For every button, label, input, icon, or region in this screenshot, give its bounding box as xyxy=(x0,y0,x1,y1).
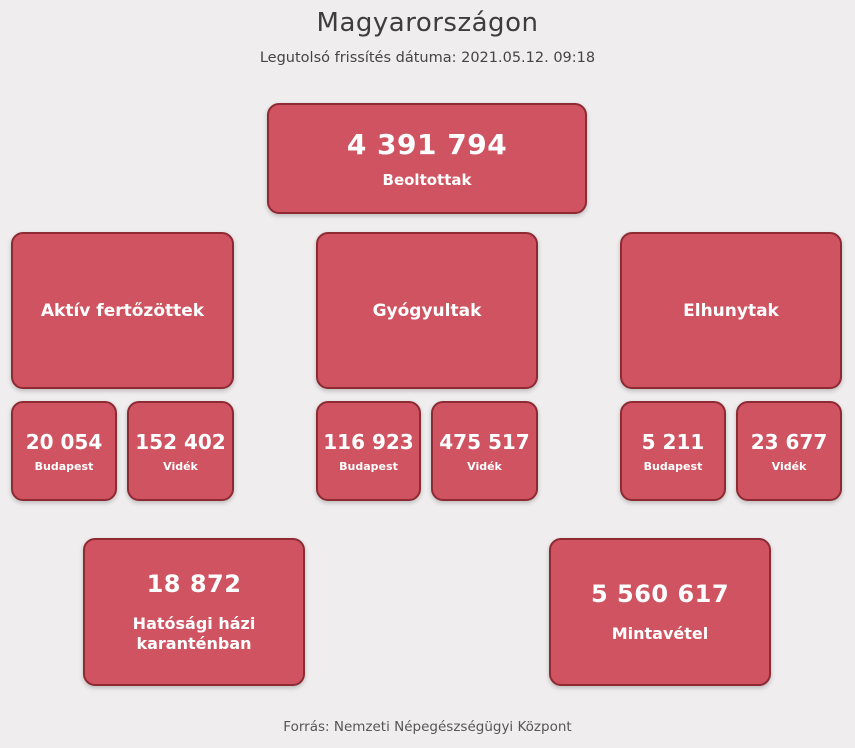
active-infections-card: Aktív fertőzöttek xyxy=(11,232,234,389)
deceased-budapest-value: 5 211 xyxy=(641,429,705,454)
samples-label: Mintavétel xyxy=(611,624,709,643)
vaccinated-card: 4 391 794 Beoltottak xyxy=(267,103,587,214)
samples-value: 5 560 617 xyxy=(590,580,730,608)
samples-card: 5 560 617 Mintavétel xyxy=(549,538,771,686)
recovered-budapest-card: 116 923 Budapest xyxy=(316,401,421,501)
quarantine-card: 18 872 Hatósági házi karanténban xyxy=(83,538,305,686)
quarantine-label: Hatósági házi karanténban xyxy=(132,614,256,653)
deceased-videk-card: 23 677 Vidék xyxy=(736,401,842,501)
recovered-card: Gyógyultak xyxy=(316,232,538,389)
deceased-card: Elhunytak xyxy=(620,232,842,389)
last-updated-text: Legutolsó frissítés dátuma: 2021.05.12. … xyxy=(259,50,596,66)
quarantine-value: 18 872 xyxy=(146,570,242,598)
page-title: Magyarországon xyxy=(316,8,539,38)
active-videk-value: 152 402 xyxy=(135,429,226,454)
vaccinated-label: Beoltottak xyxy=(382,171,472,189)
deceased-label: Elhunytak xyxy=(683,300,779,321)
deceased-budapest-label: Budapest xyxy=(643,459,703,473)
recovered-budapest-label: Budapest xyxy=(339,459,398,473)
deceased-videk-value: 23 677 xyxy=(750,429,828,454)
recovered-videk-value: 475 517 xyxy=(439,429,530,454)
active-infections-label: Aktív fertőzöttek xyxy=(40,300,205,321)
active-budapest-card: 20 054 Budapest xyxy=(11,401,117,501)
source-attribution: Forrás: Nemzeti Népegészségügyi Központ xyxy=(283,719,572,735)
recovered-videk-card: 475 517 Vidék xyxy=(431,401,538,501)
vaccinated-value: 4 391 794 xyxy=(346,128,508,161)
active-videk-label: Vidék xyxy=(163,459,198,473)
active-videk-card: 152 402 Vidék xyxy=(127,401,234,501)
recovered-videk-label: Vidék xyxy=(467,459,502,473)
active-budapest-label: Budapest xyxy=(34,459,94,473)
deceased-budapest-card: 5 211 Budapest xyxy=(620,401,726,501)
active-budapest-value: 20 054 xyxy=(25,429,103,454)
recovered-budapest-value: 116 923 xyxy=(323,429,414,454)
deceased-videk-label: Vidék xyxy=(771,459,807,473)
recovered-label: Gyógyultak xyxy=(372,300,482,321)
